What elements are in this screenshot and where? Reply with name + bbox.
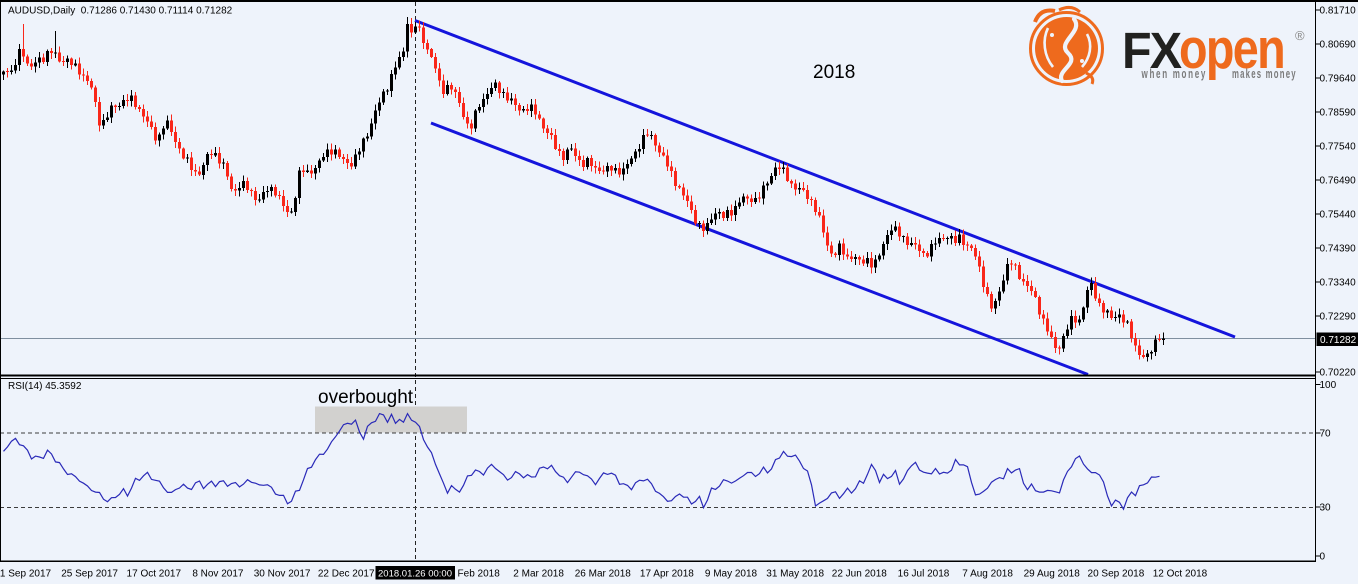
svg-text:0.81710: 0.81710 [1320,6,1357,17]
svg-text:0.76490: 0.76490 [1320,176,1357,187]
svg-text:29 Aug 2018: 29 Aug 2018 [1024,569,1081,580]
svg-text:12 Oct 2018: 12 Oct 2018 [1153,569,1208,580]
svg-text:70: 70 [1320,429,1332,440]
svg-text:AUDUSD,Daily 0.71286 0.71430: AUDUSD,Daily 0.71286 0.71430 0.71114 0.7… [8,6,233,17]
svg-text:2018.01.26 00:00: 2018.01.26 00:00 [378,569,452,580]
svg-text:0.78590: 0.78590 [1320,108,1357,119]
svg-text:0.75440: 0.75440 [1320,210,1357,221]
svg-text:0.77540: 0.77540 [1320,142,1357,153]
svg-text:17 Oct 2017: 17 Oct 2017 [127,569,182,580]
svg-text:26 Mar 2018: 26 Mar 2018 [575,569,632,580]
svg-text:2 Mar 2018: 2 Mar 2018 [513,569,564,580]
svg-text:0.73340: 0.73340 [1320,278,1357,289]
svg-text:®: ® [1295,28,1305,43]
svg-text:7 Feb 2018: 7 Feb 2018 [449,569,500,580]
svg-text:0.79640: 0.79640 [1320,74,1357,85]
svg-text:FX: FX [1122,22,1182,79]
svg-text:RSI(14) 45.3592: RSI(14) 45.3592 [8,381,82,392]
svg-text:20 Sep 2018: 20 Sep 2018 [1088,569,1145,580]
svg-text:22 Dec 2017: 22 Dec 2017 [318,569,375,580]
svg-text:2018: 2018 [813,62,855,83]
svg-text:overbought: overbought [318,387,414,408]
svg-text:16 Jul 2018: 16 Jul 2018 [898,569,950,580]
svg-text:when money: when money [1141,67,1207,81]
svg-text:1 Sep 2017: 1 Sep 2017 [0,569,52,580]
svg-text:7 Aug 2018: 7 Aug 2018 [962,569,1013,580]
svg-text:0.72290: 0.72290 [1320,312,1357,323]
svg-text:0: 0 [1320,552,1326,563]
svg-text:22 Jun 2018: 22 Jun 2018 [832,569,887,580]
svg-text:8 Nov 2017: 8 Nov 2017 [192,569,244,580]
svg-text:makes money: makes money [1232,67,1297,82]
svg-text:0.80690: 0.80690 [1320,40,1357,51]
svg-text:9 May 2018: 9 May 2018 [705,569,758,580]
svg-text:30: 30 [1320,503,1332,514]
svg-text:31 May 2018: 31 May 2018 [766,569,824,580]
svg-text:0.74390: 0.74390 [1320,244,1357,255]
svg-text:open: open [1179,18,1284,81]
svg-text:0.71282: 0.71282 [1320,335,1357,346]
svg-text:17 Apr 2018: 17 Apr 2018 [640,569,694,580]
svg-text:100: 100 [1320,380,1337,391]
svg-text:30 Nov 2017: 30 Nov 2017 [254,569,311,580]
svg-text:25 Sep 2017: 25 Sep 2017 [61,569,118,580]
svg-text:0.70220: 0.70220 [1320,368,1357,379]
